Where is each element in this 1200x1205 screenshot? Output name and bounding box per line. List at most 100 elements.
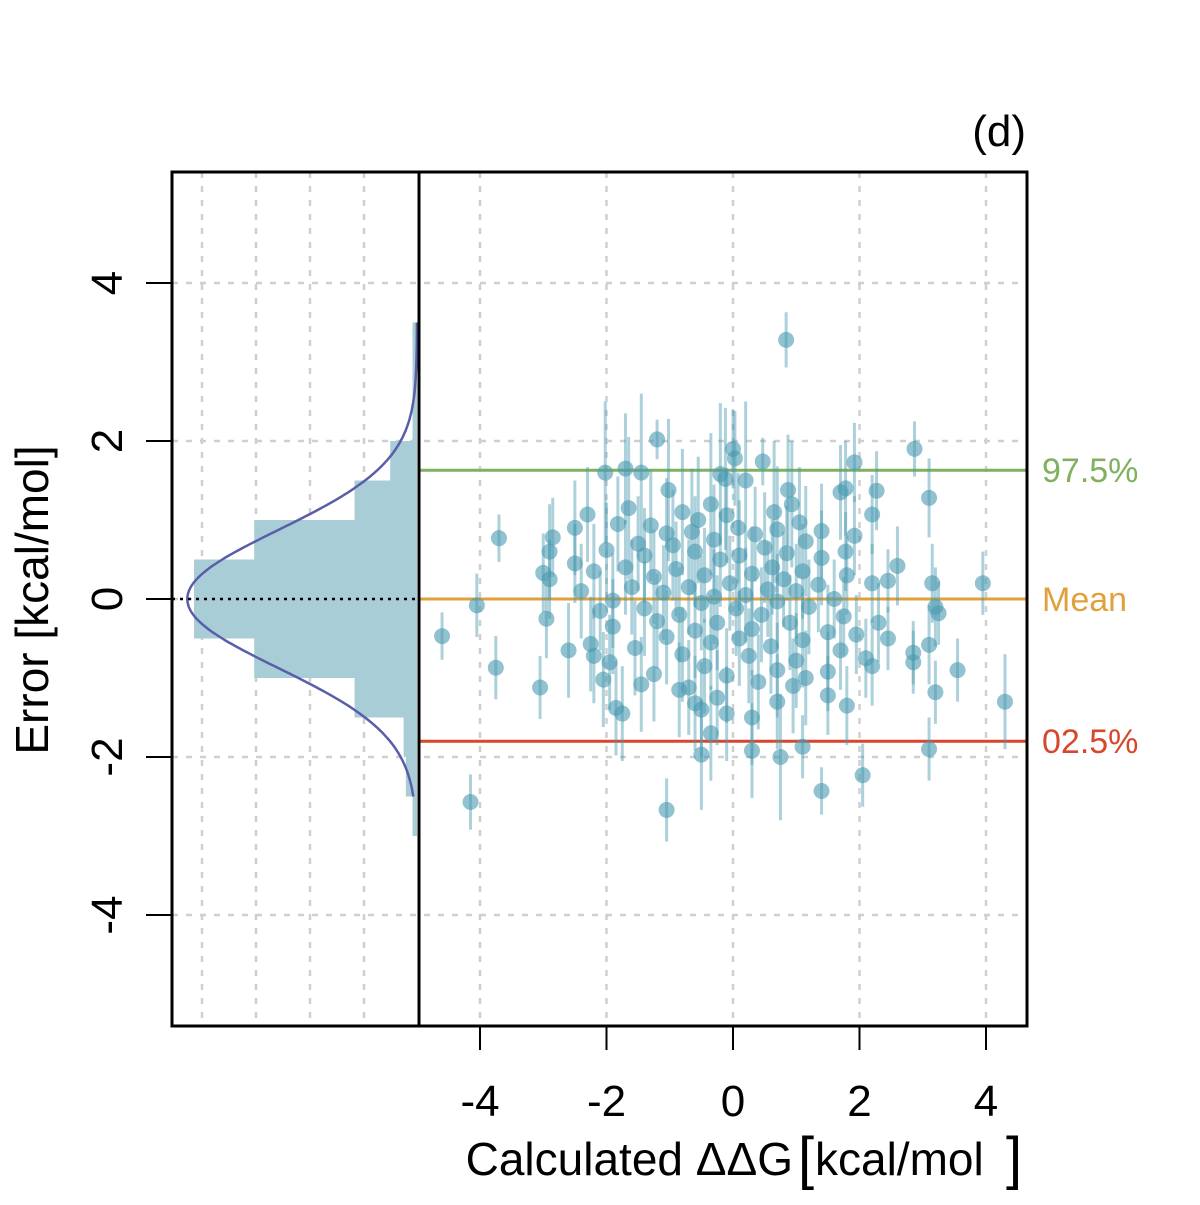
data-point (974, 551, 991, 615)
data-point (780, 434, 797, 546)
data-point (813, 767, 830, 815)
point-marker (468, 597, 485, 614)
x-tick-label: 2 (847, 1077, 871, 1126)
histogram-bar (254, 638, 417, 678)
point-marker (538, 610, 555, 627)
point-marker (645, 568, 662, 585)
point-marker (680, 579, 697, 596)
data-point (683, 468, 700, 596)
point-marker (794, 563, 811, 580)
point-marker (434, 628, 451, 645)
data-point (538, 579, 555, 659)
point-marker (636, 600, 653, 617)
data-point (864, 626, 881, 706)
point-marker (826, 591, 843, 607)
data-point (737, 401, 754, 560)
point-marker (930, 605, 947, 622)
point-marker (658, 801, 675, 818)
data-point (636, 508, 653, 603)
x-axis-units: kcal/mol (815, 1133, 984, 1185)
point-marker (730, 519, 747, 536)
point-marker (696, 567, 713, 584)
data-point (532, 655, 549, 720)
point-marker (668, 560, 685, 577)
data-point (658, 589, 675, 685)
point-marker (743, 565, 760, 582)
data-point (671, 567, 688, 663)
point-marker (778, 545, 795, 562)
data-point (592, 571, 609, 651)
point-marker (595, 671, 612, 688)
point-marker (740, 647, 757, 664)
point-marker (769, 593, 786, 610)
point-marker (620, 500, 637, 517)
data-point (905, 630, 922, 694)
data-point (595, 632, 612, 727)
data-point (927, 660, 944, 724)
reference-lines-layer: 97.5% Mean 02.5% (419, 452, 1138, 761)
point-marker (664, 537, 681, 554)
point-marker (693, 701, 710, 718)
point-marker (905, 654, 922, 671)
data-point (658, 778, 675, 842)
data-point (854, 743, 871, 807)
data-point (838, 666, 855, 746)
point-marker (864, 506, 881, 523)
point-marker (769, 662, 786, 679)
point-marker (642, 517, 659, 534)
point-marker (597, 464, 614, 481)
data-point (680, 539, 697, 635)
data-point (846, 422, 863, 502)
point-marker (709, 689, 726, 706)
y-tick-label: 2 (83, 429, 132, 453)
point-marker (671, 681, 688, 698)
point-marker (626, 639, 643, 656)
data-point (832, 610, 849, 690)
point-marker (487, 659, 504, 676)
data-point (649, 573, 666, 669)
point-marker (604, 592, 621, 609)
data-point (730, 472, 747, 584)
data-point (633, 636, 650, 732)
data-point (579, 467, 596, 562)
point-marker (838, 567, 855, 584)
data-point (889, 526, 906, 606)
point-marker (655, 584, 672, 601)
point-marker (718, 667, 735, 684)
point-marker (819, 624, 836, 641)
point-marker (633, 464, 650, 481)
data-point (731, 591, 748, 686)
point-marker (532, 679, 549, 696)
point-marker (819, 663, 836, 680)
point-marker (794, 738, 811, 755)
data-point (702, 433, 719, 576)
point-marker (585, 563, 602, 580)
normal-fit-curve (186, 322, 419, 797)
point-marker (617, 559, 634, 576)
point-marker (690, 512, 707, 528)
point-marker (660, 481, 677, 498)
data-point (560, 602, 577, 698)
data-point (636, 561, 653, 656)
point-marker (712, 551, 729, 568)
point-marker (921, 741, 938, 758)
data-point (870, 583, 887, 663)
point-marker (921, 489, 938, 506)
data-point (864, 474, 881, 554)
point-marker (573, 583, 590, 600)
point-marker (879, 630, 896, 647)
data-point (623, 539, 640, 635)
x-tick-label: 4 (974, 1077, 998, 1126)
data-point (721, 535, 738, 631)
histogram-bar (254, 520, 417, 560)
x-tick-label: -2 (587, 1077, 626, 1126)
data-point (743, 703, 760, 799)
point-marker (772, 749, 789, 765)
point-marker (868, 482, 885, 499)
point-marker (797, 533, 814, 550)
point-marker (832, 484, 849, 501)
point-marker (636, 547, 653, 564)
point-marker (633, 676, 650, 693)
data-point (838, 535, 855, 615)
y-tick-label: 4 (83, 271, 132, 295)
